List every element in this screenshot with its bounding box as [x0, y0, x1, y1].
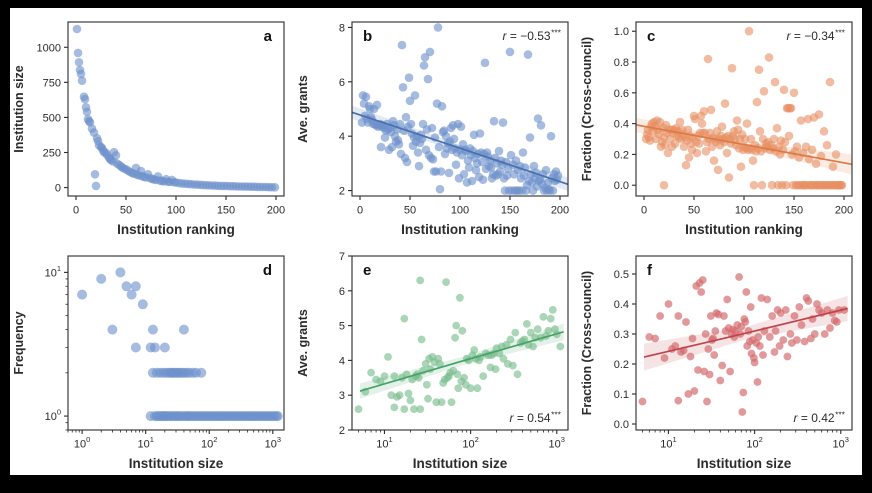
svg-text:f: f	[647, 262, 653, 279]
panel-a-chart: 0 50 100 150 200 0 250 500 750 1000 Institution ra…	[12, 21, 285, 237]
svg-text:100: 100	[45, 407, 61, 423]
svg-text:e: e	[363, 262, 371, 279]
panel-b: 0 50 100 150 200 2 4 6 8 Institution ranking Ave. …	[294, 8, 578, 242]
svg-text:c: c	[647, 28, 655, 45]
svg-text:2: 2	[339, 425, 345, 437]
svg-text:a: a	[264, 28, 273, 45]
svg-text:6: 6	[339, 77, 345, 89]
panel-b-chart: 0 50 100 150 200 2 4 6 8 Institution ranking Ave. …	[296, 21, 569, 237]
svg-text:750: 750	[43, 77, 61, 89]
svg-text:200: 200	[551, 205, 569, 217]
svg-text:Institution size: Institution size	[12, 65, 26, 153]
svg-text:1.0: 1.0	[614, 26, 629, 38]
svg-text:250: 250	[43, 148, 61, 160]
panel-c-chart: 0 50 100 150 200 0.0 0.2 0.4 0.6 0.8 1.0 Institutio…	[580, 21, 853, 237]
svg-text:7: 7	[339, 251, 345, 263]
svg-text:200: 200	[267, 205, 285, 217]
svg-text:103: 103	[833, 435, 849, 451]
svg-text:d: d	[263, 262, 272, 279]
panel-d-chart: 100 101 102 103 100 101 Institution size Freque…	[12, 254, 285, 471]
svg-text:102: 102	[201, 435, 217, 451]
svg-text:0.3: 0.3	[614, 329, 629, 341]
svg-text:0.4: 0.4	[614, 119, 629, 131]
svg-text:101: 101	[45, 263, 61, 279]
svg-text:4: 4	[339, 131, 345, 143]
svg-text:2: 2	[339, 186, 345, 198]
svg-text:Institution ranking: Institution ranking	[401, 222, 519, 237]
svg-text:0.0: 0.0	[614, 180, 629, 192]
svg-text:0: 0	[55, 183, 61, 195]
svg-text:100: 100	[74, 435, 90, 451]
svg-text:r = 0.42***: r = 0.42***	[794, 409, 846, 425]
svg-text:50: 50	[120, 205, 132, 217]
svg-text:0.6: 0.6	[614, 88, 629, 100]
svg-text:0: 0	[641, 205, 647, 217]
svg-text:5: 5	[339, 320, 345, 332]
svg-text:0.2: 0.2	[614, 359, 629, 371]
svg-text:0: 0	[357, 205, 363, 217]
svg-text:0.0: 0.0	[614, 419, 629, 431]
svg-text:Ave. grants: Ave. grants	[296, 309, 310, 377]
svg-text:b: b	[363, 28, 372, 45]
svg-text:6: 6	[339, 285, 345, 297]
svg-text:8: 8	[339, 22, 345, 34]
svg-text:101: 101	[376, 435, 392, 451]
svg-text:0.5: 0.5	[614, 269, 629, 281]
svg-text:1000: 1000	[37, 42, 61, 54]
svg-text:50: 50	[688, 205, 700, 217]
svg-text:103: 103	[549, 435, 565, 451]
svg-text:50: 50	[404, 205, 416, 217]
panel-c: 0 50 100 150 200 0.0 0.2 0.4 0.6 0.8 1.0 Institutio…	[578, 8, 862, 242]
svg-text:r = 0.54***: r = 0.54***	[510, 409, 562, 425]
svg-text:150: 150	[217, 205, 235, 217]
svg-text:150: 150	[501, 205, 519, 217]
svg-text:r = −0.34***: r = −0.34***	[787, 28, 846, 44]
figure-canvas: 0 50 100 150 200 0 250 500 750 1000 Institution ra…	[10, 8, 862, 475]
panel-e: 101 102 103 2 3 4 5 6 7 Institution size Ave. gran…	[294, 242, 578, 476]
svg-text:0.8: 0.8	[614, 57, 629, 69]
svg-text:Fraction (Cross-council): Fraction (Cross-council)	[580, 270, 594, 414]
svg-text:Institution size: Institution size	[413, 456, 508, 471]
svg-text:0.4: 0.4	[614, 299, 629, 311]
svg-text:100: 100	[451, 205, 469, 217]
svg-text:102: 102	[746, 435, 762, 451]
panel-a: 0 50 100 150 200 0 250 500 750 1000 Institution ra…	[10, 8, 294, 242]
svg-text:Institution size: Institution size	[697, 456, 792, 471]
svg-text:0.1: 0.1	[614, 389, 629, 401]
svg-text:Frequency: Frequency	[12, 311, 26, 374]
svg-text:101: 101	[137, 435, 153, 451]
svg-text:3: 3	[339, 390, 345, 402]
svg-text:Fraction (Cross-council): Fraction (Cross-council)	[580, 37, 594, 181]
svg-text:Institution size: Institution size	[129, 456, 224, 471]
svg-text:500: 500	[43, 112, 61, 124]
svg-text:100: 100	[167, 205, 185, 217]
svg-text:101: 101	[660, 435, 676, 451]
svg-text:0.2: 0.2	[614, 149, 629, 161]
svg-text:100: 100	[735, 205, 753, 217]
svg-text:4: 4	[339, 355, 345, 367]
panel-f-chart: 101 102 103 0.0 0.1 0.2 0.3 0.4 0.5 Institution s…	[580, 254, 853, 471]
svg-text:r = −0.53***: r = −0.53***	[503, 28, 562, 44]
panel-e-chart: 101 102 103 2 3 4 5 6 7 Institution size Ave. gran…	[296, 251, 569, 471]
panel-f: 101 102 103 0.0 0.1 0.2 0.3 0.4 0.5 Institution s…	[578, 242, 862, 476]
svg-text:0: 0	[73, 205, 79, 217]
svg-text:150: 150	[785, 205, 803, 217]
svg-text:Institution ranking: Institution ranking	[117, 222, 235, 237]
svg-text:Institution ranking: Institution ranking	[685, 222, 803, 237]
panel-d: 100 101 102 103 100 101 Institution size Freque…	[10, 242, 294, 476]
svg-text:Ave. grants: Ave. grants	[296, 75, 310, 143]
svg-text:200: 200	[835, 205, 853, 217]
svg-text:103: 103	[265, 435, 281, 451]
svg-text:102: 102	[462, 435, 478, 451]
